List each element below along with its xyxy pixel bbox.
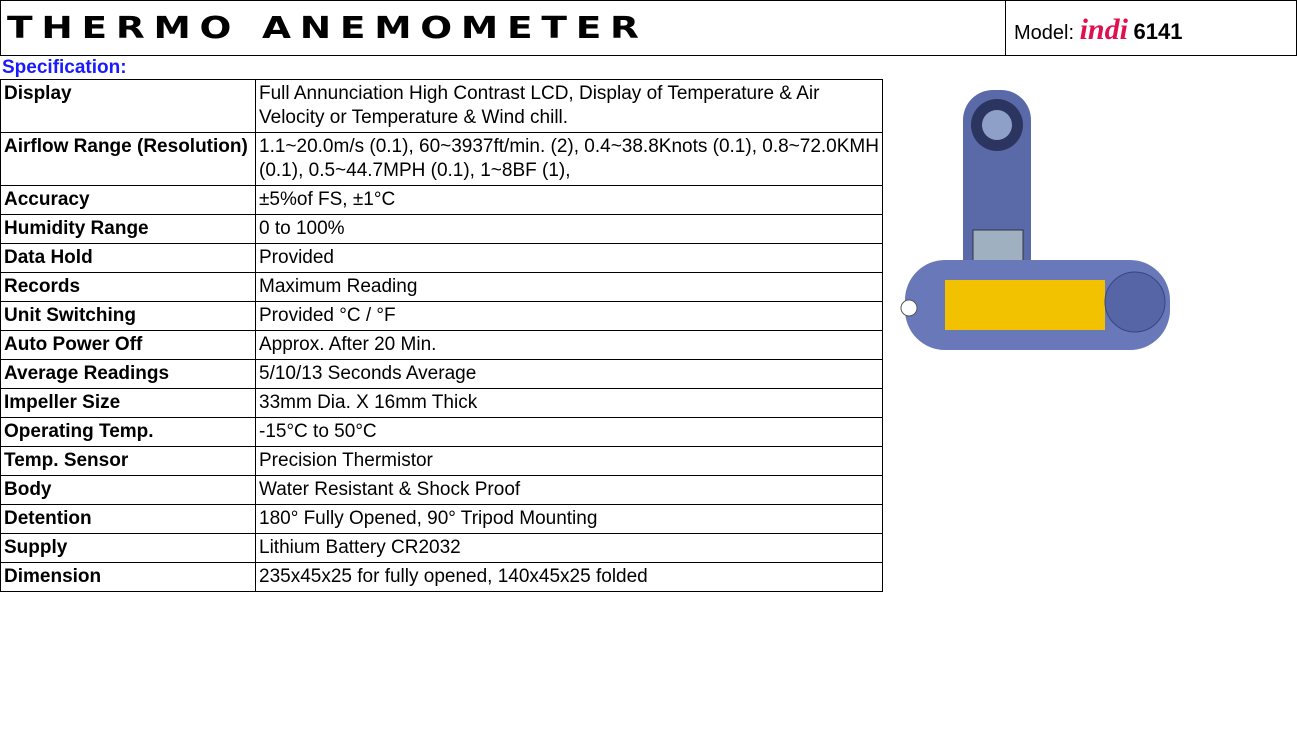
spec-value: 1.1~20.0m/s (0.1), 60~3937ft/min. (2), 0… [256,133,883,186]
spec-label: Detention [1,505,256,534]
spec-value: Precision Thermistor [256,447,883,476]
model-box: Model: indi 6141 [1005,0,1297,56]
spec-value: 0 to 100% [256,215,883,244]
spec-label: Impeller Size [1,389,256,418]
spec-label: Airflow Range (Resolution) [1,133,256,186]
lanyard-hole [901,300,917,316]
spec-value: 180° Fully Opened, 90° Tripod Mounting [256,505,883,534]
title-box: THERMO ANEMOMETER [0,0,1006,56]
spec-value: Full Annunciation High Contrast LCD, Dis… [256,80,883,133]
spec-value: Approx. After 20 Min. [256,331,883,360]
spec-label: Dimension [1,563,256,592]
button [1105,272,1165,332]
spec-label: Humidity Range [1,215,256,244]
spec-value: -15°C to 50°C [256,418,883,447]
title: THERMO ANEMOMETER [7,11,648,46]
spec-value: ±5%of FS, ±1°C [256,186,883,215]
spec-value: Maximum Reading [256,273,883,302]
spec-label: Body [1,476,256,505]
label-plate [945,280,1105,330]
spec-label: Supply [1,534,256,563]
spec-value: 33mm Dia. X 16mm Thick [256,389,883,418]
spec-label: Unit Switching [1,302,256,331]
section-heading: Specification: [2,57,127,79]
spec-label: Average Readings [1,360,256,389]
spec-label: Accuracy [1,186,256,215]
impeller-hub [982,110,1012,140]
spec-row: Accuracy±5%of FS, ±1°C [1,186,883,215]
model-number: 6141 [1134,19,1183,44]
model-label: Model: [1014,22,1074,44]
spec-label: Operating Temp. [1,418,256,447]
spec-value: 5/10/13 Seconds Average [256,360,883,389]
spec-label: Data Hold [1,244,256,273]
spec-value: Provided °C / °F [256,302,883,331]
spec-value: Provided [256,244,883,273]
spec-value: 235x45x25 for fully opened, 140x45x25 fo… [256,563,883,592]
page: THERMO ANEMOMETER Model: indi 6141 Speci… [0,0,1297,744]
spec-label: Temp. Sensor [1,447,256,476]
spec-label: Display [1,80,256,133]
spec-value: Lithium Battery CR2032 [256,534,883,563]
spec-row: Operating Temp.-15°C to 50°C [1,418,883,447]
spec-label: Records [1,273,256,302]
spec-row: Airflow Range (Resolution)1.1~20.0m/s (0… [1,133,883,186]
product-photo [885,80,1195,440]
model-brand: indi [1080,13,1128,46]
spec-value: Water Resistant & Shock Proof [256,476,883,505]
spec-label: Auto Power Off [1,331,256,360]
